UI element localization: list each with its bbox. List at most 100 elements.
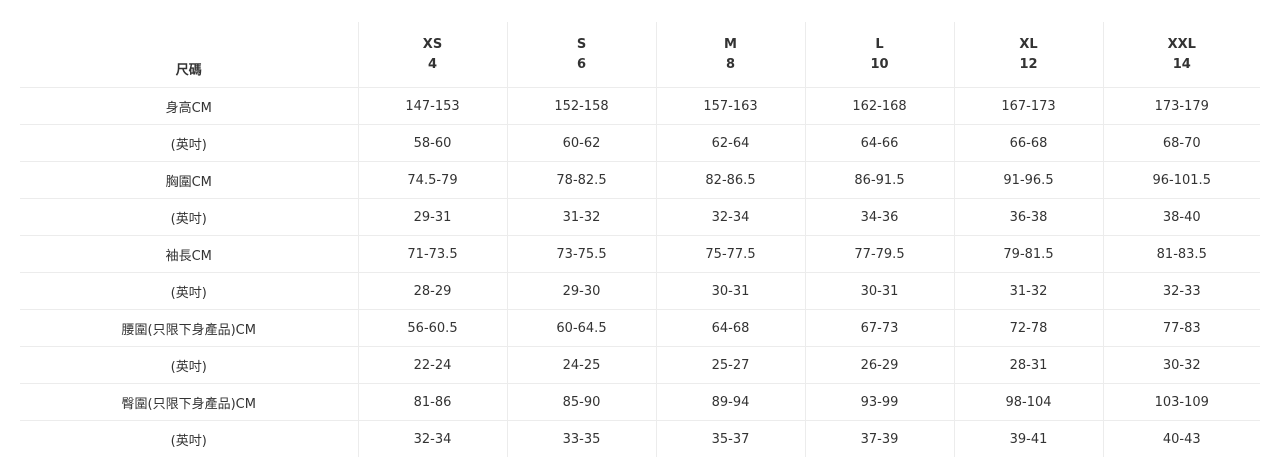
cell: 96-101.5 [1102,161,1260,199]
cell: 31-32 [953,272,1103,310]
cell: 39-41 [953,420,1103,457]
size-table: 尺碼 XS 4 S 6 M 8 L 10 XL 12 XXL 14 身高CM 147-153 152-15… [20,22,1260,457]
cell: 34-36 [804,198,954,236]
cell: 29-30 [506,272,656,310]
cell: 26-29 [804,346,954,384]
header-row: 尺碼 XS 4 S 6 M 8 L 10 XL 12 XXL 14 [20,22,1260,88]
size-number: 12 [1019,56,1038,72]
cell: 152-158 [506,87,656,125]
cell: 67-73 [804,309,954,347]
size-label: XXL [1167,36,1196,52]
cell: 29-31 [357,198,507,236]
cell: 162-168 [804,87,954,125]
size-number: 6 [576,56,587,72]
cell: 72-78 [953,309,1103,347]
cell: 30-32 [1102,346,1260,384]
size-label: L [875,36,884,52]
table-row: (英吋) 22-24 24-25 25-27 26-29 28-31 30-32 [20,346,1260,384]
row-label: 身高CM [20,87,358,125]
row-label: 胸圍CM [20,161,358,199]
cell: 38-40 [1102,198,1260,236]
cell: 78-82.5 [506,161,656,199]
cell: 147-153 [357,87,507,125]
cell: 60-64.5 [506,309,656,347]
size-header: XXL 14 [1102,22,1260,88]
cell: 30-31 [655,272,805,310]
size-header: XL 12 [953,22,1103,88]
size-label: XL [1019,36,1038,52]
cell: 37-39 [804,420,954,457]
table-row: 胸圍CM 74.5-79 78-82.5 82-86.5 86-91.5 91-96.5 9… [20,161,1260,199]
cell: 73-75.5 [506,235,656,273]
row-label: 袖長CM [20,235,358,273]
size-header: XS 4 [357,22,507,88]
table-row: 袖長CM 71-73.5 73-75.5 75-77.5 77-79.5 79-81.5 8… [20,235,1260,273]
row-label: 臀圍(只限下身產品)CM [20,383,358,421]
size-number: 14 [1172,56,1191,72]
row-label: (英吋) [20,124,358,162]
table-row: (英吋) 28-29 29-30 30-31 30-31 31-32 32-33 [20,272,1260,310]
cell: 77-79.5 [804,235,954,273]
cell: 81-83.5 [1102,235,1260,273]
cell: 31-32 [506,198,656,236]
cell: 28-29 [357,272,507,310]
cell: 75-77.5 [655,235,805,273]
cell: 33-35 [506,420,656,457]
table-body: 身高CM 147-153 152-158 157-163 162-168 167-173 1… [20,87,1260,457]
row-label: (英吋) [20,198,358,236]
cell: 86-91.5 [804,161,954,199]
cell: 30-31 [804,272,954,310]
cell: 79-81.5 [953,235,1103,273]
cell: 71-73.5 [357,235,507,273]
cell: 56-60.5 [357,309,507,347]
row-label: (英吋) [20,272,358,310]
row-label: (英吋) [20,420,358,457]
cell: 103-109 [1102,383,1260,421]
row-label: 腰圍(只限下身產品)CM [20,309,358,347]
cell: 24-25 [506,346,656,384]
cell: 98-104 [953,383,1103,421]
row-label: (英吋) [20,346,358,384]
size-label: M [724,36,737,52]
table-row: 臀圍(只限下身產品)CM 81-86 85-90 89-94 93-99 98-104 10… [20,383,1260,421]
cell: 85-90 [506,383,656,421]
size-number: 4 [427,56,438,72]
cell: 68-70 [1102,124,1260,162]
cell: 64-66 [804,124,954,162]
table-row: 腰圍(只限下身產品)CM 56-60.5 60-64.5 64-68 67-73 72-7… [20,309,1260,347]
size-label: S [576,36,587,52]
cell: 32-34 [655,198,805,236]
cell: 81-86 [357,383,507,421]
cell: 89-94 [655,383,805,421]
cell: 28-31 [953,346,1103,384]
cell: 157-163 [655,87,805,125]
cell: 167-173 [953,87,1103,125]
cell: 64-68 [655,309,805,347]
cell: 66-68 [953,124,1103,162]
size-header: L 10 [804,22,954,88]
corner-cell: 尺碼 [175,63,202,78]
size-label: XS [422,36,443,52]
table-row: (英吋) 29-31 31-32 32-34 34-36 36-38 38-40 [20,198,1260,236]
cell: 36-38 [953,198,1103,236]
size-number: 8 [725,56,736,72]
cell: 60-62 [506,124,656,162]
cell: 32-33 [1102,272,1260,310]
cell: 32-34 [357,420,507,457]
cell: 35-37 [655,420,805,457]
cell: 93-99 [804,383,954,421]
cell: 173-179 [1102,87,1260,125]
table-row: (英吋) 32-34 33-35 35-37 37-39 39-41 40-43 [20,420,1260,457]
cell: 91-96.5 [953,161,1103,199]
cell: 62-64 [655,124,805,162]
cell: 58-60 [357,124,507,162]
cell: 25-27 [655,346,805,384]
table-row: (英吋) 58-60 60-62 62-64 64-66 66-68 68-70 [20,124,1260,162]
cell: 22-24 [357,346,507,384]
table-row: 身高CM 147-153 152-158 157-163 162-168 167-173 1… [20,87,1260,125]
size-number: 10 [870,56,889,72]
cell: 77-83 [1102,309,1260,347]
